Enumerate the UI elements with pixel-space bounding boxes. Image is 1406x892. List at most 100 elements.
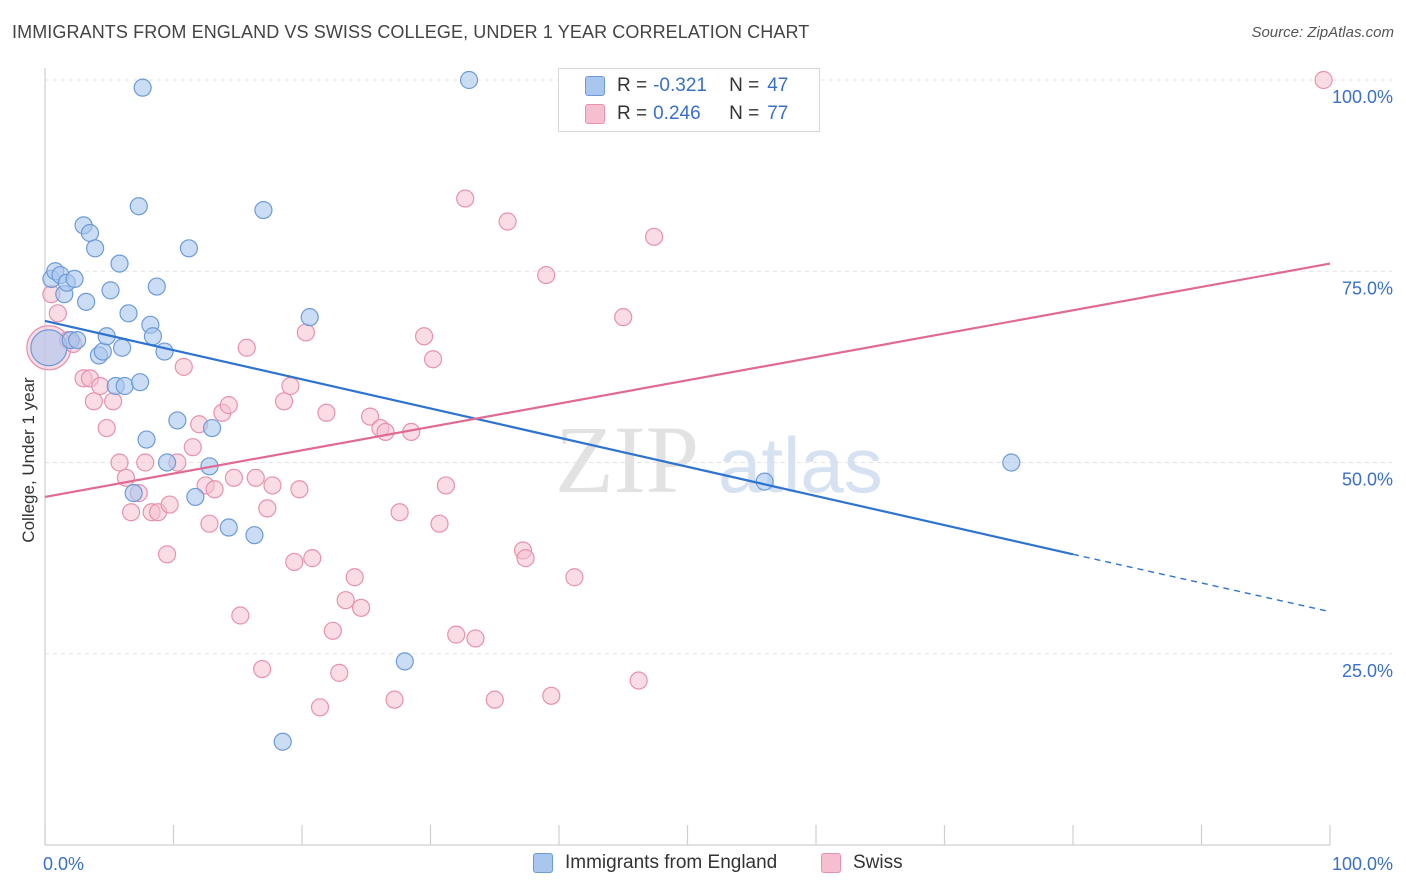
x-tick-label-left: 0.0%: [43, 854, 84, 874]
bottom-legend-swatch-swiss: [821, 853, 841, 873]
swiss-point: [485, 690, 504, 709]
england-point: [80, 223, 100, 243]
swiss-point: [447, 625, 466, 644]
england-point: [755, 472, 774, 491]
england-point: [30, 329, 68, 367]
swiss-point: [258, 499, 277, 518]
england-point: [202, 418, 222, 438]
swiss-point: [110, 453, 129, 472]
tick-labels: 25.0% 50.0% 75.0% 100.0% 0.0% 100.0%: [43, 87, 1393, 874]
trend-lines: [44, 262, 1331, 613]
swiss-point: [629, 671, 648, 690]
swiss-point: [285, 552, 304, 572]
swiss-point: [317, 403, 336, 422]
england-points: [30, 70, 1021, 751]
swiss-point: [91, 376, 110, 396]
watermark-zip: ZIP: [555, 406, 699, 513]
england-point: [459, 70, 479, 90]
england-point: [157, 453, 177, 472]
swiss-point: [644, 227, 664, 246]
legend-row-england: R = -0.321 N = 47: [585, 72, 788, 100]
legend-n-label: N =: [729, 103, 760, 124]
bottom-legend-label-swiss: Swiss: [853, 852, 903, 873]
swiss-point: [104, 392, 123, 411]
swiss-point: [224, 468, 243, 487]
swiss-point: [516, 549, 535, 568]
swiss-point: [537, 265, 556, 285]
england-point: [395, 652, 414, 671]
swiss-point: [84, 392, 103, 411]
swiss-point: [352, 598, 371, 617]
swiss-point: [97, 418, 116, 438]
axes: [44, 68, 1331, 846]
chart-title: IMMIGRANTS FROM ENGLAND VS SWISS COLLEGE…: [12, 22, 810, 42]
england-point: [168, 411, 187, 430]
england-point: [68, 331, 87, 350]
y-tick-label: 25.0%: [1342, 661, 1393, 681]
swiss-point: [498, 212, 517, 231]
legend-swatch-swiss: [585, 104, 605, 124]
swiss-point: [345, 568, 364, 587]
swiss-point: [385, 690, 404, 709]
swiss-point: [160, 495, 179, 514]
england-point: [115, 376, 134, 396]
swiss-point: [253, 659, 272, 679]
england-point: [254, 200, 273, 220]
swiss-point: [263, 476, 282, 495]
swiss-point: [310, 698, 330, 717]
england-point: [101, 281, 120, 300]
swiss-point: [290, 480, 309, 499]
swiss-point: [390, 503, 409, 522]
legend-n-value: 47: [767, 75, 789, 96]
england-point: [77, 292, 96, 311]
y-tick-label: 50.0%: [1342, 470, 1393, 490]
source-credit: Source: ZipAtlas.com: [1251, 24, 1394, 41]
swiss-point: [231, 606, 250, 625]
legend-swatch-england: [585, 76, 605, 96]
legend-n-value: 77: [767, 103, 789, 124]
swiss-point: [303, 549, 322, 568]
legend-r-value: -0.321: [653, 75, 707, 96]
swiss-point: [565, 568, 584, 587]
england-point: [186, 487, 205, 507]
legend-r-value: 0.246: [653, 103, 701, 124]
england-point: [130, 373, 150, 392]
watermark: ZIP atlas: [555, 406, 883, 513]
y-tick-label: 100.0%: [1332, 87, 1393, 107]
legend-r-label: R =: [617, 75, 648, 96]
grid-lines: [45, 79, 1392, 655]
england-point: [273, 732, 292, 751]
y-tick-label: 75.0%: [1342, 278, 1393, 298]
swiss-point: [281, 376, 300, 396]
swiss-point: [466, 629, 485, 648]
swiss-point: [361, 407, 380, 426]
england-point: [129, 197, 148, 216]
swiss-point: [436, 476, 456, 495]
y-axis-label: College, Under 1 year: [19, 377, 38, 543]
swiss-point: [296, 323, 315, 342]
england-point: [119, 304, 138, 323]
swiss-point: [174, 357, 193, 376]
swiss-point: [246, 468, 265, 487]
england-point: [124, 484, 143, 503]
swiss-point: [157, 545, 177, 564]
england-point: [245, 526, 264, 545]
x-tick-label-right: 100.0%: [1332, 854, 1393, 874]
england-point: [133, 78, 152, 97]
england-point: [93, 342, 112, 361]
england-point: [179, 239, 199, 258]
england-point: [137, 430, 156, 449]
swiss-point: [219, 396, 238, 415]
england-point: [110, 254, 129, 273]
england-point: [143, 327, 163, 346]
swiss-point: [430, 514, 449, 533]
england-point: [65, 269, 84, 288]
swiss-trend-line: [44, 262, 1331, 499]
swiss-point: [1314, 70, 1333, 90]
swiss-point: [614, 308, 633, 327]
swiss-point: [542, 686, 561, 705]
bottom-legend-swatch-england: [533, 853, 553, 873]
swiss-point: [200, 514, 219, 533]
swiss-point: [456, 189, 475, 208]
